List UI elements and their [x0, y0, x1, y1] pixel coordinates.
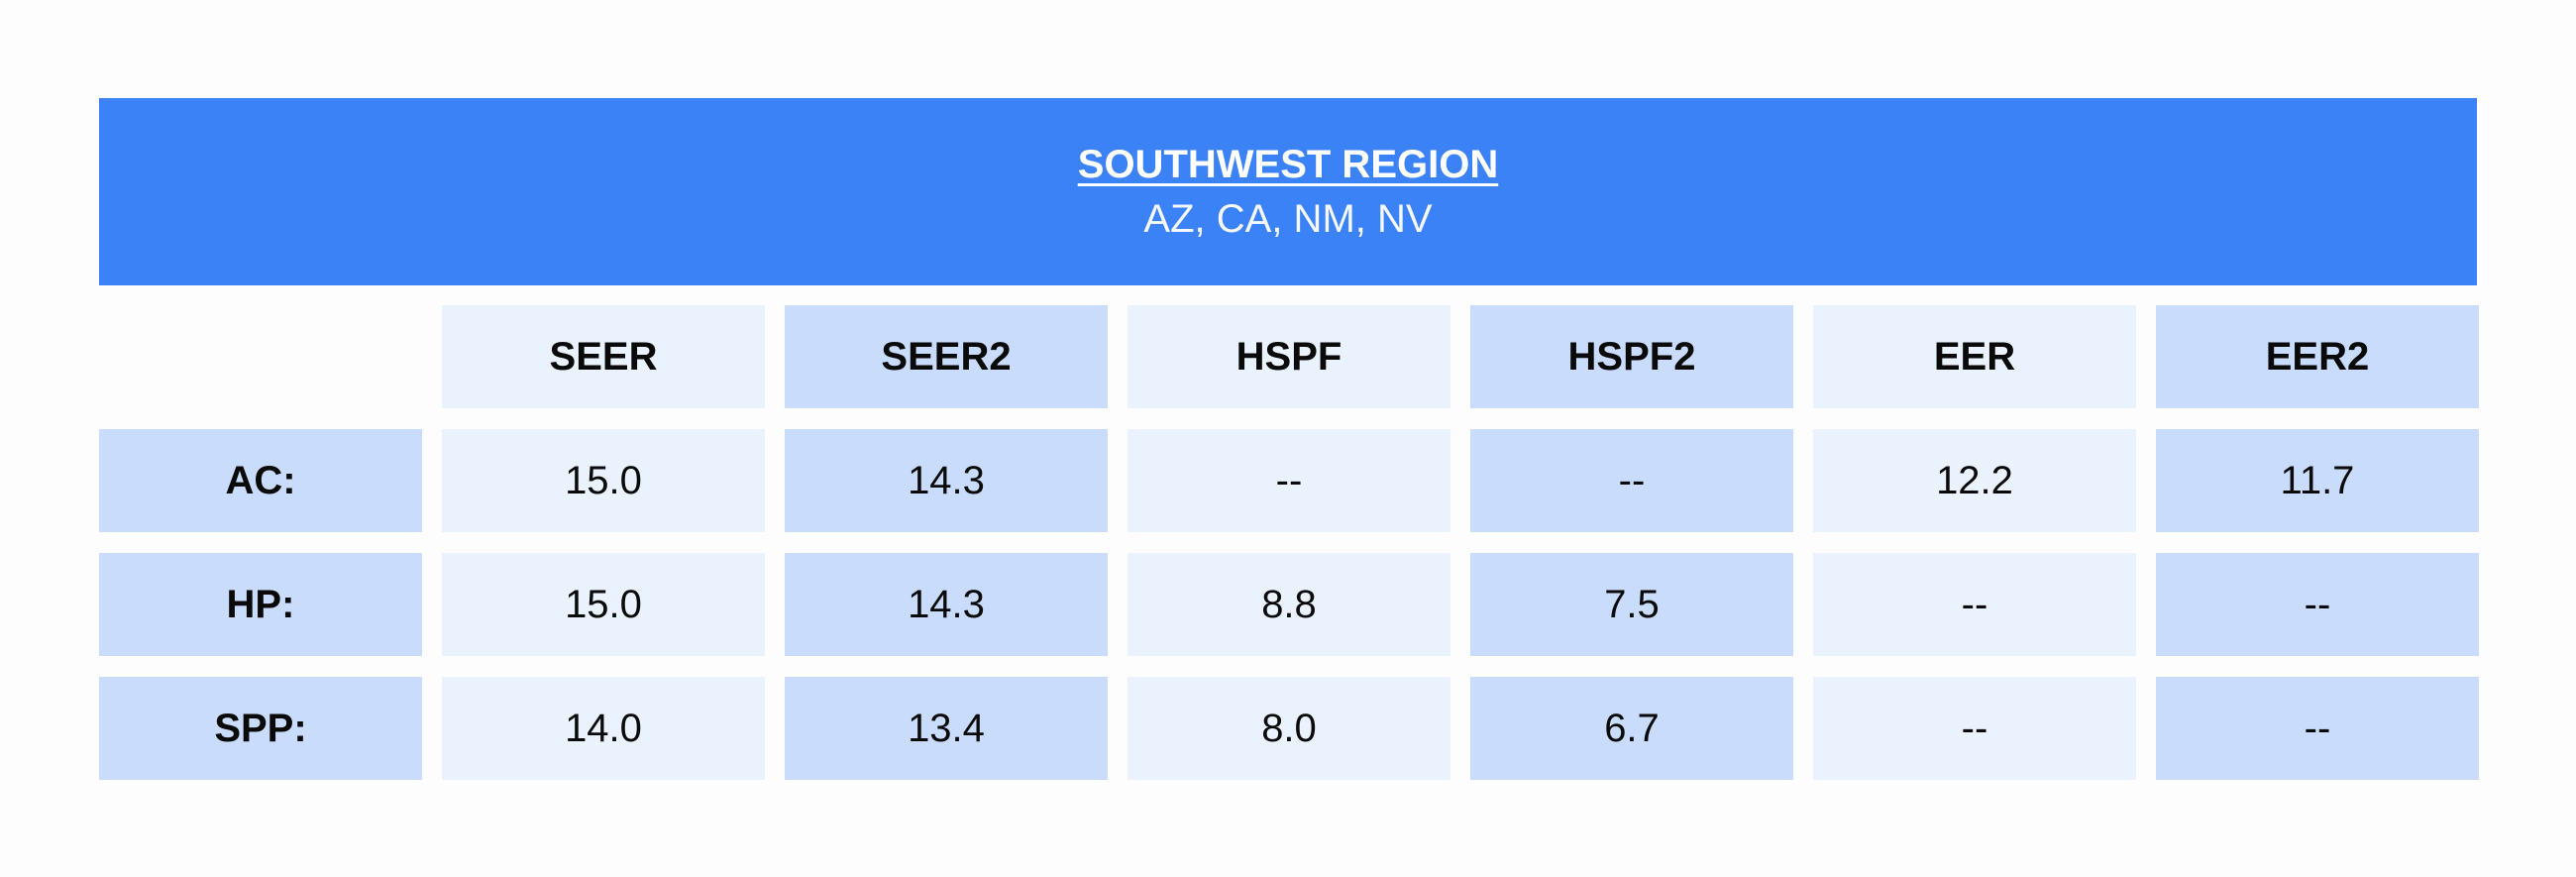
table-cell: 15.0 — [442, 429, 765, 532]
region-title: SOUTHWEST REGION — [1077, 142, 1499, 186]
region-banner: SOUTHWEST REGION AZ, CA, NM, NV — [99, 98, 2477, 285]
row-label-hp: HP: — [99, 553, 422, 656]
table-cell: 13.4 — [785, 677, 1108, 780]
efficiency-table: SEER SEER2 HSPF HSPF2 EER EER2 AC: 15.0 … — [99, 305, 2479, 780]
table-cell: -- — [1470, 429, 1793, 532]
table-corner — [99, 305, 422, 408]
table-cell: 15.0 — [442, 553, 765, 656]
table-cell: 14.0 — [442, 677, 765, 780]
row-label-ac: AC: — [99, 429, 422, 532]
table-cell: -- — [1813, 553, 2136, 656]
table-cell: -- — [1127, 429, 1450, 532]
column-header-hspf2: HSPF2 — [1470, 305, 1793, 408]
table-cell: -- — [2156, 677, 2479, 780]
table-cell: -- — [2156, 553, 2479, 656]
region-states: AZ, CA, NM, NV — [1143, 196, 1433, 241]
column-header-eer2: EER2 — [2156, 305, 2479, 408]
table-cell: 14.3 — [785, 553, 1108, 656]
column-header-eer: EER — [1813, 305, 2136, 408]
column-header-seer2: SEER2 — [785, 305, 1108, 408]
table-cell: 14.3 — [785, 429, 1108, 532]
table-cell: 8.0 — [1127, 677, 1450, 780]
column-header-hspf: HSPF — [1127, 305, 1450, 408]
row-label-spp: SPP: — [99, 677, 422, 780]
table-cell: 6.7 — [1470, 677, 1793, 780]
table-cell: 8.8 — [1127, 553, 1450, 656]
table-cell: 12.2 — [1813, 429, 2136, 532]
table-cell: 11.7 — [2156, 429, 2479, 532]
column-header-seer: SEER — [442, 305, 765, 408]
table-cell: 7.5 — [1470, 553, 1793, 656]
table-cell: -- — [1813, 677, 2136, 780]
